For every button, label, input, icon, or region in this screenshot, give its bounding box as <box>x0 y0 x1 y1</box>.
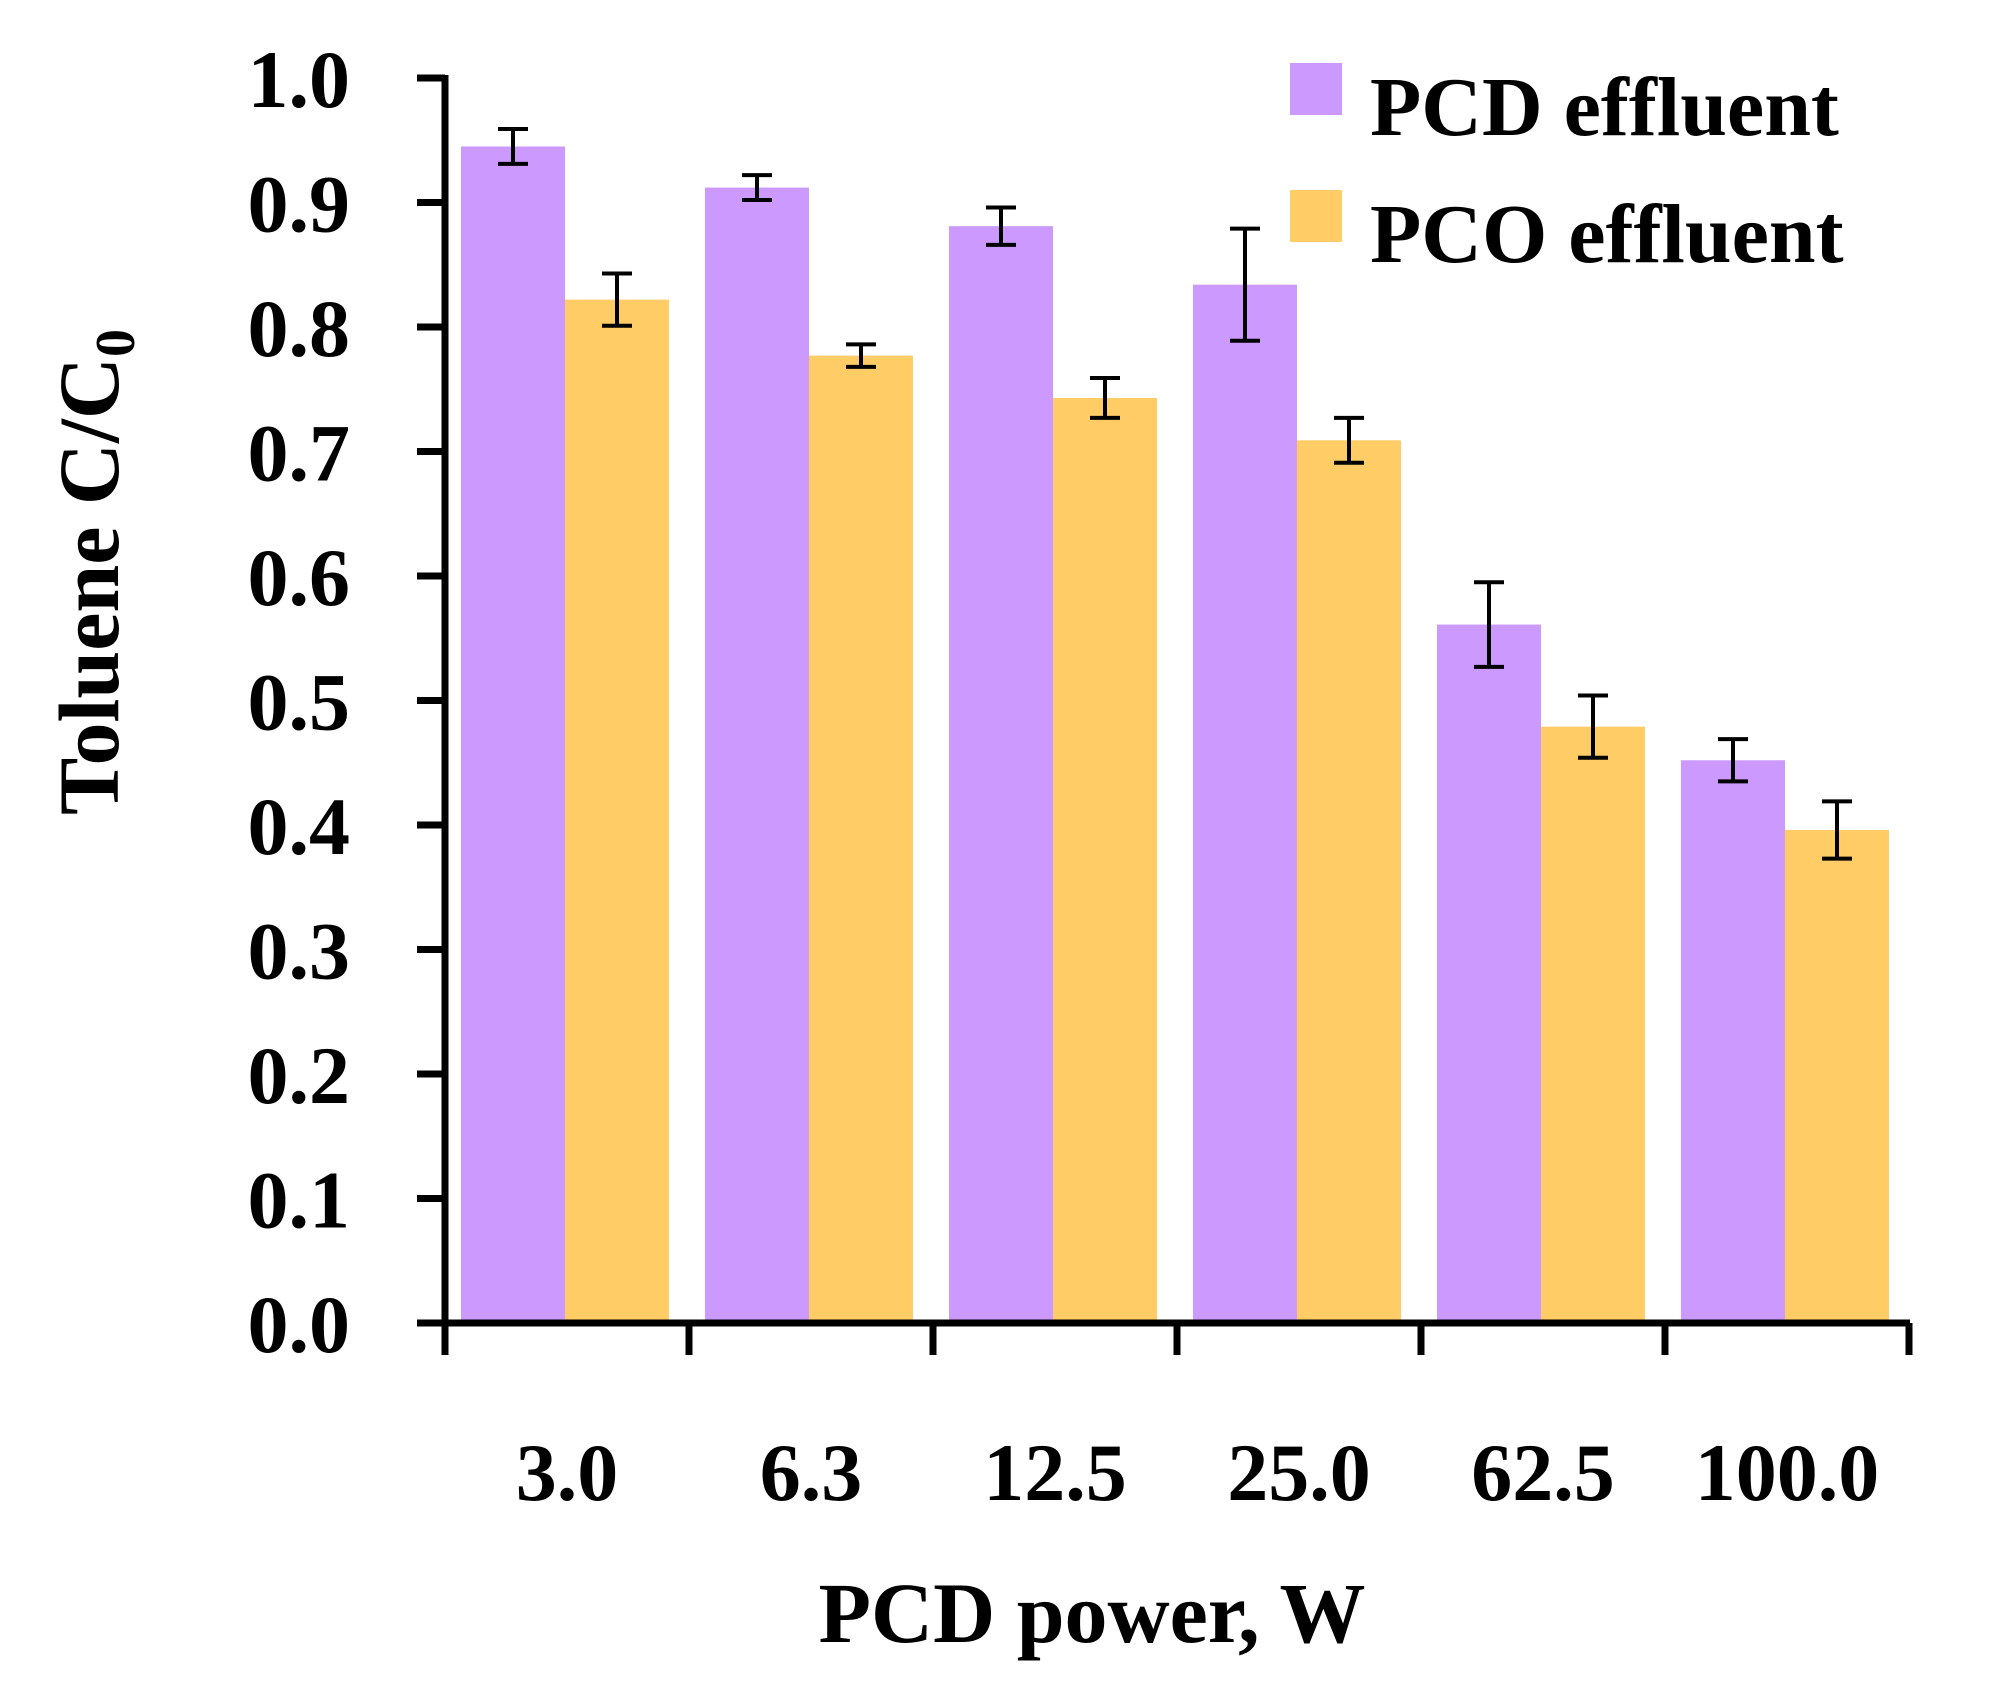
y-tick-label: 0.8 <box>248 283 351 374</box>
y-tick-label: 0.2 <box>248 1030 351 1121</box>
bar-pcd-62_5 <box>1437 624 1541 1323</box>
error-bar-pcd-25_0 <box>1230 226 1260 343</box>
bar-pcd-3_0 <box>461 146 565 1324</box>
y-tick-label: 0.1 <box>248 1155 351 1246</box>
y-tick-label: 0.6 <box>248 532 351 623</box>
y-tick-label: 0.3 <box>248 906 351 997</box>
axes-layer <box>417 74 1913 1355</box>
error-bar-pcd-100_0 <box>1718 737 1748 784</box>
bar-pco-62_5 <box>1541 726 1645 1323</box>
x-tick-label: 25.0 <box>1227 1427 1371 1518</box>
legend-swatch-pcd <box>1290 63 1342 115</box>
x-tick-label: 12.5 <box>983 1427 1127 1518</box>
error-bar-pcd-12_5 <box>986 205 1016 247</box>
x-tick-label: 62.5 <box>1471 1427 1615 1518</box>
error-bar-pcd-62_5 <box>1474 580 1504 669</box>
x-tick-label: 100.0 <box>1695 1427 1880 1518</box>
y-tick-label: 1.0 <box>248 34 351 125</box>
y-axis-title-subscript: 0 <box>85 329 147 357</box>
legend: PCD effluent PCO effluent <box>1290 61 1844 281</box>
y-axis-title-main: Toluene C/C <box>41 357 137 815</box>
bar-pcd-12_5 <box>949 226 1053 1323</box>
bar-pco-12_5 <box>1053 397 1157 1324</box>
bar-pco-25_0 <box>1297 440 1401 1323</box>
y-tick-label: 0.5 <box>248 657 351 748</box>
legend-label-pco: PCO effluent <box>1370 188 1844 281</box>
y-tick-label: 0.4 <box>248 781 351 872</box>
x-tick-label: 3.0 <box>516 1427 619 1518</box>
bar-pcd-100_0 <box>1681 760 1785 1323</box>
y-tick-label: 0.0 <box>248 1279 351 1370</box>
error-bar-pco-25_0 <box>1334 415 1364 465</box>
y-axis-title: Toluene C/C0 <box>41 329 147 815</box>
legend-label-pcd: PCD effluent <box>1370 61 1839 154</box>
x-axis-title: PCD power, W <box>818 1565 1365 1661</box>
y-tick-label: 0.7 <box>248 408 351 499</box>
error-bars-layer <box>498 127 1852 861</box>
bar-pco-3_0 <box>565 299 669 1323</box>
error-bar-pco-6_3 <box>846 342 876 369</box>
error-bar-pco-3_0 <box>602 271 632 328</box>
x-tick-label: 6.3 <box>760 1427 863 1518</box>
bar-pco-6_3 <box>809 355 913 1323</box>
labels-layer: 0.0 0.1 0.2 0.3 0.4 0.5 0.6 0.7 0.8 0.9 1.0 3.0 6.3 1… <box>41 34 1879 1661</box>
error-bar-pcd-6_3 <box>742 173 772 203</box>
error-bar-pcd-3_0 <box>498 127 528 166</box>
y-tick-label: 0.9 <box>248 159 351 250</box>
bars-layer <box>461 146 1889 1324</box>
error-bar-pco-100_0 <box>1822 799 1852 861</box>
bar-pcd-25_0 <box>1193 284 1297 1323</box>
bar-pco-100_0 <box>1785 829 1889 1323</box>
legend-swatch-pco <box>1290 190 1342 242</box>
error-bar-pco-62_5 <box>1578 693 1608 760</box>
error-bar-pco-12_5 <box>1090 376 1120 420</box>
bar-pcd-6_3 <box>705 187 809 1323</box>
